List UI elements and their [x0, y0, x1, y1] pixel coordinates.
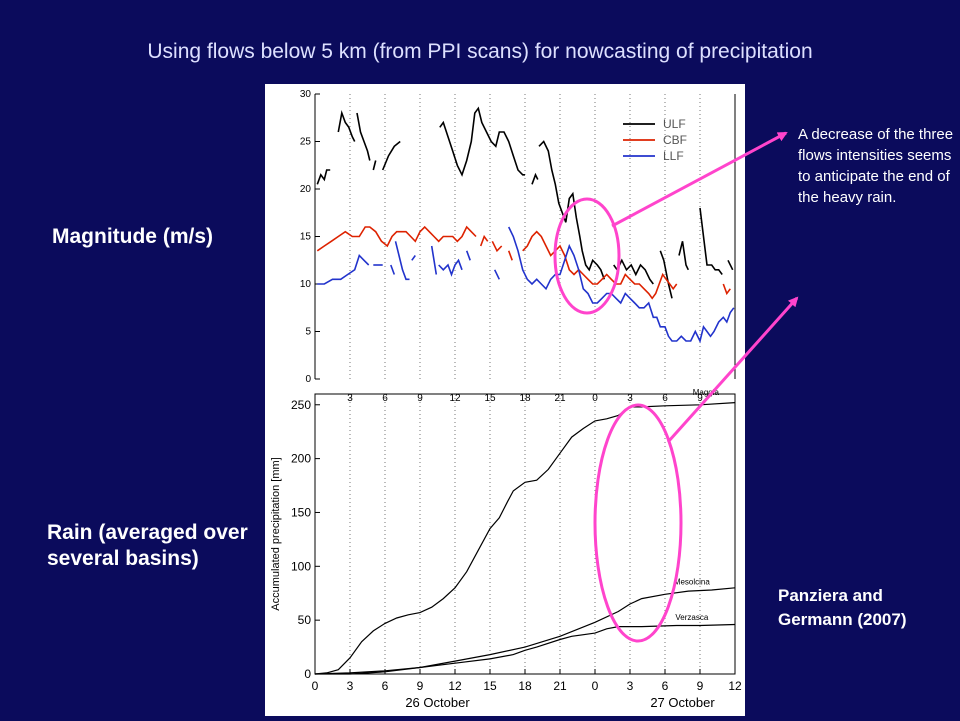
- basin-label-verzasca: Verzasca: [675, 613, 708, 622]
- panel2-x-tick-label: 3: [347, 679, 354, 693]
- series-line-cbf: [316, 225, 477, 252]
- panel1-y-tick-label: 5: [305, 327, 311, 338]
- series-line-ulf: [372, 160, 377, 171]
- series-line-ulf: [659, 250, 673, 299]
- date-label: 27 October: [650, 695, 715, 710]
- basin-label-mesolcina: Mesolcina: [674, 578, 711, 587]
- panel1-y-tick-label: 15: [300, 232, 312, 243]
- figure-svg: 369121518210369051015202530ULFCBFLLF0369…: [270, 89, 742, 710]
- legend-label-ulf: ULF: [663, 117, 686, 131]
- series-line-llf: [390, 264, 396, 275]
- magnitude-label: Magnitude (m/s): [52, 225, 213, 248]
- panel2-x-tick-label: 0: [592, 679, 599, 693]
- series-line-ulf: [531, 172, 539, 185]
- figure-panel: 369121518210369051015202530ULFCBFLLF0369…: [265, 84, 745, 716]
- legend-label-llf: LLF: [663, 149, 684, 163]
- panel2-x-tick-label: 9: [697, 679, 704, 693]
- panel1-y-tick-label: 0: [305, 374, 311, 385]
- panel2-x-tick-label: 21: [553, 679, 567, 693]
- panel2-x-tick-label: 6: [662, 679, 669, 693]
- series-line-ulf: [356, 112, 371, 161]
- series-line-ulf: [538, 140, 606, 280]
- series-line-ulf: [381, 140, 401, 171]
- series-line-ulf: [727, 259, 734, 271]
- series-line-ulf: [439, 106, 525, 177]
- panel2-y-axis-label: Accumulated precipitation [mm]: [270, 457, 282, 610]
- basin-label-maggia: Maggia: [693, 388, 720, 397]
- panel2-x-tick-label: 12: [728, 679, 742, 693]
- panel2-x-tick-label: 15: [483, 679, 497, 693]
- panel1-y-tick-label: 25: [300, 137, 312, 148]
- panel1-y-tick-label: 10: [300, 279, 312, 290]
- series-line-cbf: [507, 250, 513, 261]
- panel1-y-tick-label: 20: [300, 184, 312, 195]
- panel2-y-tick-label: 200: [291, 452, 311, 466]
- series-line-ulf: [337, 109, 356, 142]
- series-line-ulf: [678, 241, 690, 271]
- slide-title: Using flows below 5 km (from PPI scans) …: [147, 40, 813, 63]
- series-line-cbf: [479, 234, 489, 247]
- panel2-y-tick-label: 0: [304, 667, 311, 681]
- panel2-x-tick-label: 0: [312, 679, 319, 693]
- rain-label: Rain (averaged over several basins): [47, 521, 248, 570]
- panel1-y-tick-label: 30: [300, 89, 312, 100]
- series-line-ulf: [613, 258, 654, 285]
- series-line-llf: [465, 250, 471, 261]
- panel2-y-tick-label: 150: [291, 505, 311, 519]
- legend-label-cbf: CBF: [663, 133, 687, 147]
- panel2-x-tick-label: 6: [382, 679, 389, 693]
- series-line-llf: [317, 253, 370, 285]
- annotation-text: A decrease of the three flows intensitie…: [798, 126, 954, 206]
- panel2-y-tick-label: 100: [291, 559, 311, 573]
- panel2-x-tick-label: 9: [417, 679, 424, 693]
- panel2-y-tick-label: 250: [291, 398, 311, 412]
- date-label: 26 October: [405, 695, 470, 710]
- panel2-y-tick-label: 50: [298, 613, 312, 627]
- panel2-x-tick-label: 18: [518, 679, 532, 693]
- citation-text: Panziera and Germann (2007): [778, 586, 907, 629]
- series-line-cbf: [722, 283, 731, 296]
- panel2-x-tick-label: 12: [448, 679, 462, 693]
- series-line-llf: [411, 255, 416, 261]
- series-line-cbf: [491, 240, 503, 253]
- series-line-llf: [394, 241, 410, 281]
- panel2-x-tick-label: 3: [627, 679, 634, 693]
- series-line-ulf: [316, 169, 331, 185]
- series-line-llf: [430, 245, 438, 275]
- series-line-ulf: [699, 207, 723, 275]
- series-line-llf: [493, 269, 501, 280]
- series-line-llf: [438, 258, 463, 277]
